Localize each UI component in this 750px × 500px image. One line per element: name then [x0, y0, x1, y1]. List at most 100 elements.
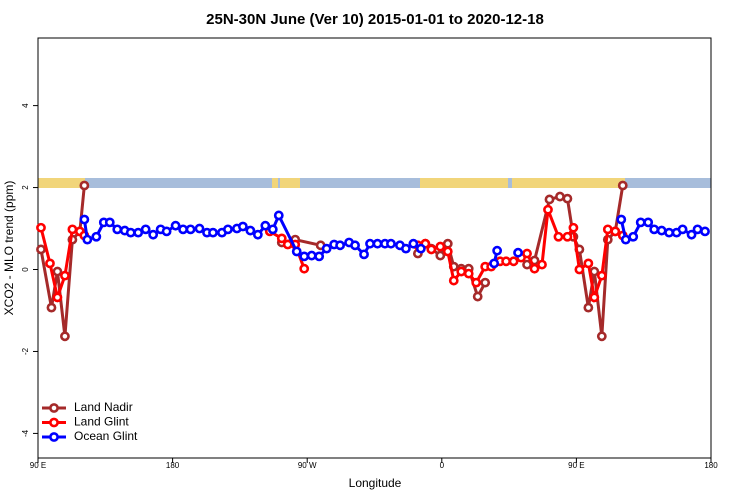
x-tick-label: 90 W [298, 461, 317, 470]
chart-title: 25N-30N June (Ver 10) 2015-01-01 to 2020… [206, 11, 544, 28]
point [435, 241, 446, 252]
point [656, 225, 667, 236]
point [442, 246, 453, 257]
point [583, 258, 594, 269]
point [568, 222, 579, 233]
point [365, 238, 375, 249]
point [596, 331, 607, 342]
point [677, 224, 688, 235]
point [299, 251, 310, 262]
point [643, 217, 654, 228]
y-tick-label: 4 [21, 103, 30, 108]
point [492, 245, 503, 256]
x-tick-label: 90 E [568, 461, 584, 470]
point [321, 243, 332, 254]
point [170, 220, 181, 231]
point [79, 180, 90, 191]
point [36, 244, 46, 255]
point [635, 217, 646, 228]
point [401, 243, 411, 254]
point [700, 226, 710, 237]
point [544, 194, 555, 205]
legend-label: Ocean Glint [74, 429, 138, 443]
point [442, 238, 453, 249]
point [299, 263, 310, 274]
point [649, 224, 660, 235]
point [501, 256, 512, 267]
point [596, 270, 607, 281]
point [194, 223, 205, 234]
point [306, 250, 317, 261]
point [543, 204, 553, 215]
point [537, 259, 547, 270]
point [471, 277, 482, 288]
point [237, 221, 248, 232]
point [185, 224, 196, 235]
y-axis-label: XCO2 - MLO trend (ppm) [2, 181, 16, 316]
point [45, 258, 55, 269]
point [260, 220, 271, 231]
point [426, 244, 437, 255]
x-tick-label: 180 [166, 461, 180, 470]
point [435, 250, 446, 261]
y-tick-label: -2 [21, 347, 30, 355]
point [359, 249, 369, 260]
point [223, 224, 233, 235]
point [276, 233, 287, 244]
point [36, 222, 46, 233]
point [686, 229, 697, 240]
point [602, 224, 613, 235]
point [616, 214, 627, 225]
x-tick-label: 180 [704, 461, 718, 470]
legend-label: Land Glint [74, 415, 129, 429]
point [148, 229, 159, 240]
point [252, 229, 263, 240]
point [52, 292, 63, 303]
point [553, 231, 564, 242]
legend-label: Land Nadir [74, 400, 133, 414]
point [82, 234, 93, 245]
point [245, 225, 256, 236]
point [67, 224, 78, 235]
point [282, 239, 293, 250]
point [161, 226, 172, 237]
point [291, 246, 302, 257]
point [104, 217, 115, 228]
legend-marker [49, 417, 59, 428]
point [386, 238, 396, 249]
point [522, 248, 532, 259]
point [314, 251, 325, 262]
point [620, 234, 631, 245]
point [508, 256, 519, 267]
point [125, 227, 136, 238]
point [448, 275, 459, 286]
point [60, 331, 70, 342]
point [574, 264, 585, 275]
x-tick-label: 0 [440, 461, 445, 470]
point [133, 227, 144, 238]
point [610, 226, 621, 237]
point [52, 266, 63, 277]
point [60, 270, 70, 281]
legend-marker [49, 432, 59, 442]
point [555, 191, 565, 202]
point [522, 259, 532, 270]
x-axis-label: Longitude [349, 476, 402, 490]
x-tick-label: 90 E [30, 461, 46, 470]
point [79, 214, 90, 225]
point [628, 231, 639, 242]
point [350, 240, 360, 251]
point [489, 258, 500, 269]
point [583, 302, 594, 313]
point [664, 227, 675, 238]
point [480, 277, 491, 288]
point [562, 231, 573, 242]
legend-marker [49, 403, 59, 413]
point [140, 224, 151, 235]
point [513, 247, 523, 258]
point [408, 238, 419, 249]
point [692, 224, 703, 235]
